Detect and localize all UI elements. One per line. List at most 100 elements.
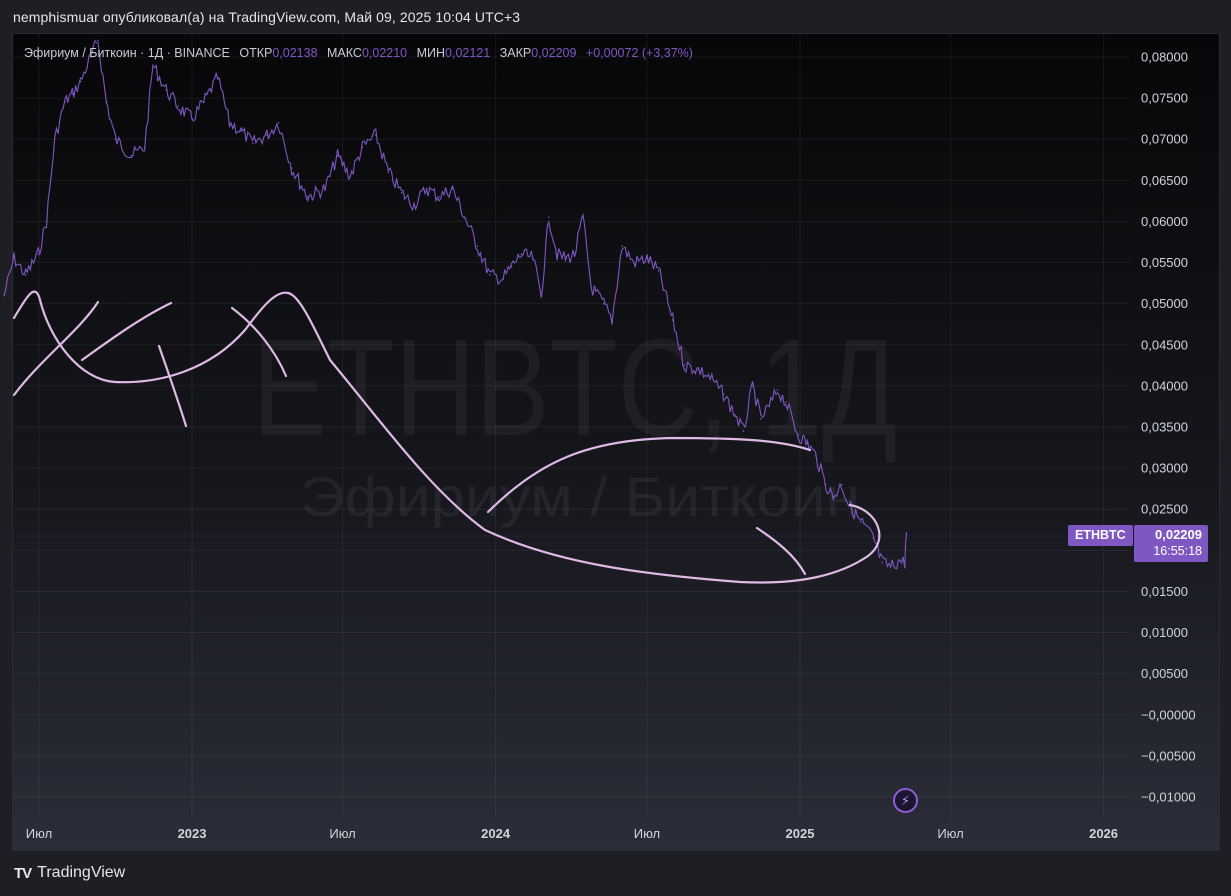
series-point [425,187,428,190]
watermark: ETHBTC, 1Д Эфириум / Биткоин [253,311,898,528]
drawing-stroke-short[interactable] [755,526,807,576]
series-point [217,76,219,79]
x-tick-label: 2023 [178,826,207,841]
series-point [202,101,205,103]
series-point [768,405,770,408]
series-point [114,138,117,140]
series-point [510,265,513,268]
series-point [621,245,623,247]
series-point [130,154,133,157]
watermark-symbol: ETHBTC, 1Д [253,311,898,465]
series-point [632,261,635,264]
series-point [722,393,725,395]
legend-close: 0,02209 [531,46,577,60]
series-point [611,319,613,321]
series-point [672,319,674,321]
series-point [251,142,254,145]
drawing-curve-big[interactable] [286,291,881,584]
y-tick-label: 0,03000 [1141,461,1188,476]
series-point [13,257,15,260]
series-point [751,385,754,387]
series-point [438,196,440,198]
legend-high: 0,02210 [361,46,408,60]
y-tick-label: 0,06000 [1141,214,1188,229]
series-point [105,101,108,103]
last-price: 0,02209 [1155,527,1202,542]
series-point [143,146,146,149]
legend-title: Эфириум / Биткоин · 1Д · BINANCE [24,46,230,60]
series-point [785,401,787,404]
y-tick-label: 0,04000 [1141,378,1188,393]
y-tick-label: 0,08000 [1141,50,1188,65]
series-point [277,122,280,124]
legend-low: 0,02121 [445,46,491,60]
symbol-price-tag: ETHBTC [1068,525,1133,546]
series-point [266,134,268,136]
footer-brand: TV TradingView [14,864,125,882]
price-axis[interactable]: 0,08000 0,07500 0,07000 0,06500 0,06000 0,055… [1141,50,1196,805]
drawing-stroke-left-1[interactable] [12,300,100,397]
legend-low-label: МИН [416,46,446,60]
series-line [3,39,908,570]
series-point [64,101,66,103]
series-point [859,520,862,523]
time-axis[interactable]: Июл 2023 Июл 2024 Июл 2025 Июл 2026 [26,826,1118,841]
series-point [697,368,700,371]
series-point [89,56,92,58]
series-point [451,187,454,190]
price-series [3,39,908,570]
drawing-stroke-left-4[interactable] [230,306,288,378]
series-point [79,80,82,83]
y-tick-label: −0,01000 [1141,790,1196,805]
series-point [602,302,605,305]
series-point [37,253,39,256]
series-point [832,496,835,498]
series-point [797,434,800,437]
series-point [904,561,906,564]
drawing-arc-top[interactable] [486,436,812,514]
y-tick-label: 0,07000 [1141,132,1188,147]
watermark-name: Эфириум / Биткоин [300,465,860,528]
series-point [548,216,550,219]
series-point [564,257,567,260]
series-point [502,278,504,280]
series-point [742,430,745,432]
series-point [291,167,293,169]
series-point [387,171,390,173]
tradingview-logo-icon: TV [14,864,32,882]
series-point [657,270,660,272]
series-point [400,191,403,194]
series-point [413,204,415,206]
series-point [489,274,491,276]
y-tick-label: 0,01000 [1141,625,1188,640]
series-point [760,418,762,420]
lightning-icon[interactable]: ⚡ [893,788,918,813]
series-point [590,286,592,289]
legend-open: 0,02138 [272,46,318,60]
series-point [3,294,5,297]
series-point [165,89,167,91]
legend-open-label: ОТКР [239,46,273,60]
y-tick-label: 0,04500 [1141,337,1188,352]
y-tick-label: −0,00000 [1141,707,1196,722]
series-point [177,105,179,108]
series-point [324,187,326,190]
series-point [815,455,817,457]
series-point [840,483,843,486]
drawing-stroke-left-2[interactable] [80,301,173,362]
drawing-curve-left[interactable] [12,290,290,384]
series-point [45,220,48,223]
series-point [556,253,558,256]
series-point [899,559,901,561]
series-point [71,93,74,95]
drawing-stroke-left-3[interactable] [157,344,188,428]
x-tick-label: Июл [329,826,355,841]
x-tick-label: Июл [26,826,52,841]
series-point [476,245,479,247]
series-point [776,389,779,391]
user-drawings[interactable] [12,290,881,584]
legend-high-label: МАКС [327,46,362,60]
series-point [54,138,56,140]
series-point [520,253,523,256]
